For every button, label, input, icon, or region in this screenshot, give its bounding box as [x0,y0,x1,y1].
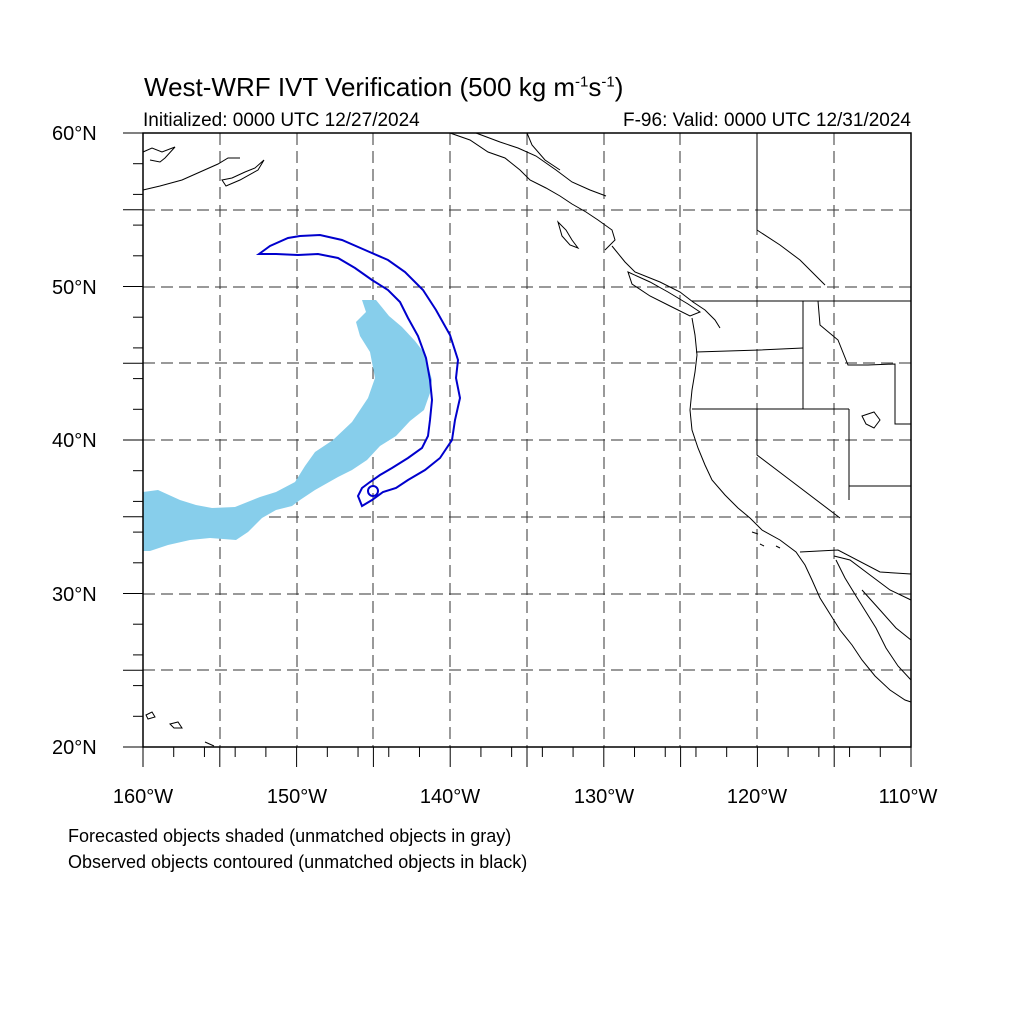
title-sup-2: -1 [601,73,615,91]
observed-contour [255,233,462,508]
montana-border [817,300,911,425]
alaska-coast [142,157,240,191]
canada-inland-border [526,132,561,171]
hawaii-islands [145,711,215,747]
valid-label: F-96: Valid: 0000 UTC 12/31/2024 [623,110,911,131]
wa-or-border [695,347,804,353]
great-salt-lake [861,411,881,429]
lon-label: 160°W [112,786,174,808]
grid-lines [143,133,911,747]
footnote-forecast: Forecasted objects shaded (unmatched obj… [68,826,512,846]
title-mid: s [588,72,602,102]
state-borders [692,133,912,575]
lon-label: 110°W [878,786,938,808]
footnote-observed: Observed objects contoured (unmatched ob… [68,852,528,872]
channel-islands [751,531,781,549]
forecast-object [143,300,432,551]
map-frame [142,132,912,748]
lat-label: 30°N [52,584,97,606]
observed-contour-loop [367,485,379,497]
lon-label: 150°W [266,786,328,808]
baja-gulf-coast [835,559,912,681]
aleutian-island [221,159,265,187]
alberta-bc-border [756,229,826,286]
lon-label: 120°W [726,786,788,808]
lat-label: 50°N [52,277,97,299]
title-sup-1: -1 [575,73,589,91]
mexico-coast [861,589,912,641]
title-main: West-WRF IVT Verification (500 kg m [144,72,576,102]
axis-ticks [123,132,912,767]
lat-label: 40°N [52,430,97,452]
us-mexico-border [799,549,912,575]
lat-label: 60°N [52,123,97,145]
lon-label: 140°W [419,786,481,808]
haida-gwaii [556,220,580,250]
initialized-label: Initialized: 0000 UTC 12/27/2024 [143,110,420,131]
alaska-panhandle-coast [475,132,607,197]
alaska-coast [142,146,176,163]
title-end: ) [614,72,624,102]
alaska-panhandle-coast [449,132,616,251]
coastlines [142,132,912,747]
ca-nv-border [756,409,841,519]
lat-label: 20°N [52,737,97,759]
us-west-coast [689,317,912,703]
lon-label: 130°W [573,786,635,808]
chart-title: West-WRF IVT Verification (500 kg m-1s-1… [144,72,623,103]
bc-coast [611,245,721,329]
vancouver-island [627,271,702,317]
baja-outline [833,555,912,601]
